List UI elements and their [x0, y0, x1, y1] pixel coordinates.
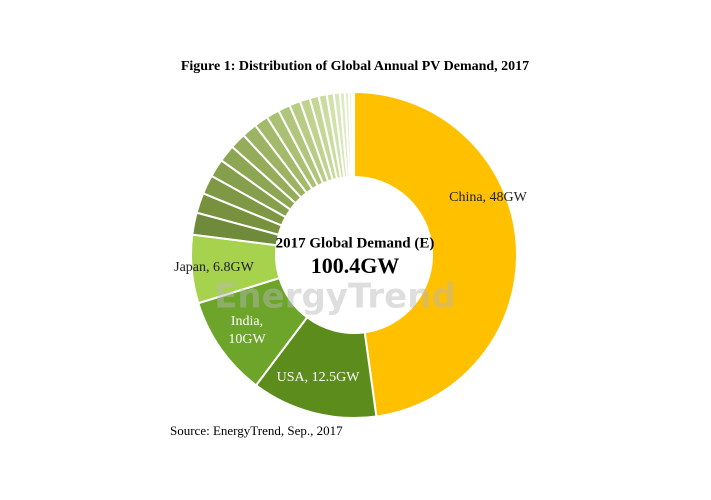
center-title: 2017 Global Demand (E) [276, 235, 435, 251]
data-label: 10GW [228, 332, 266, 347]
chart-title: Figure 1: Distribution of Global Annual … [181, 59, 529, 74]
center-value: 100.4GW [311, 253, 400, 278]
watermark: EnergyTrend [214, 277, 456, 317]
data-label: USA, 12.5GW [277, 370, 361, 385]
data-label: China, 48GW [449, 190, 528, 205]
slice [353, 90, 518, 418]
data-label: Japan, 6.8GW [174, 260, 254, 275]
data-label: India, [231, 314, 263, 329]
slices [190, 90, 518, 419]
slice [350, 90, 355, 179]
source: Source: EnergyTrend, Sep., 2017 [170, 423, 343, 438]
